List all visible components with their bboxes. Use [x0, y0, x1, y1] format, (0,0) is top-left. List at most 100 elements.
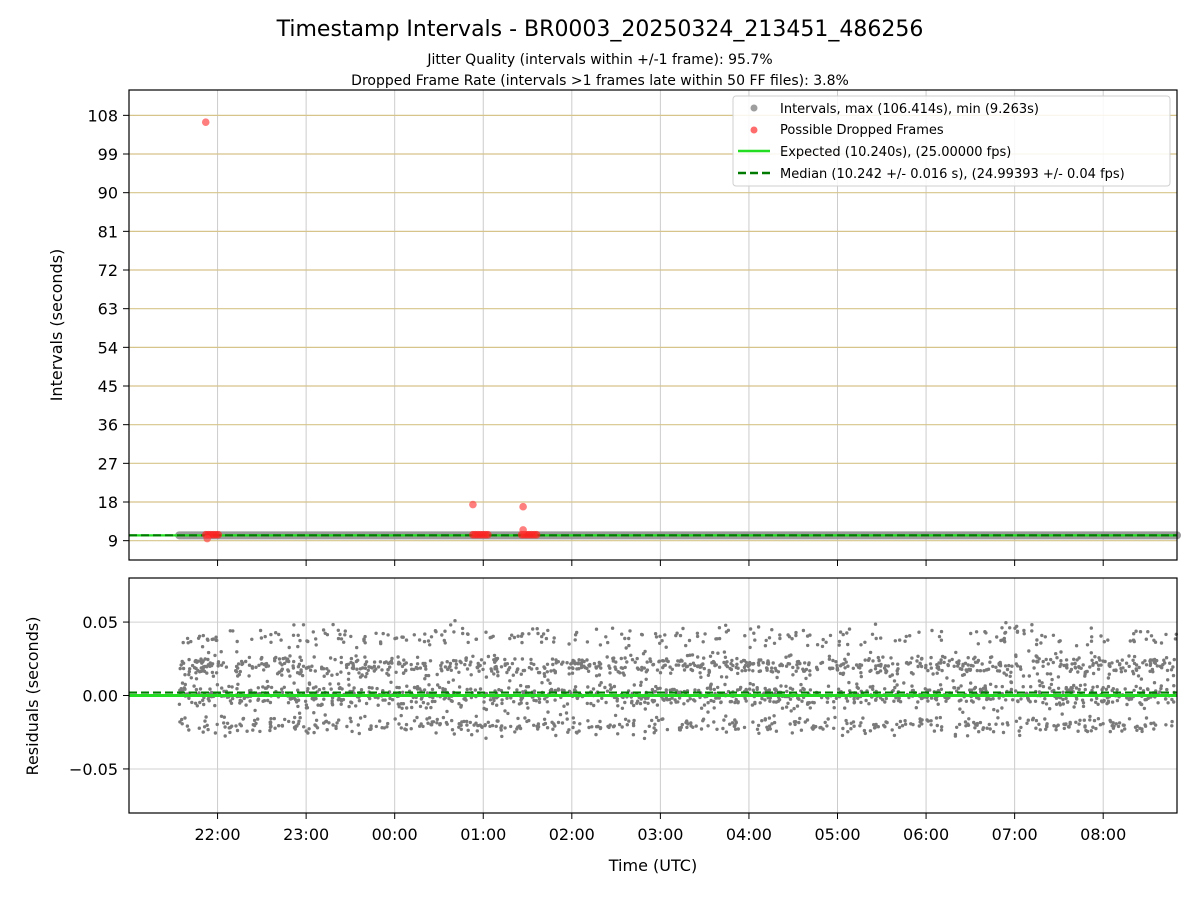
residual-point — [724, 675, 729, 679]
residual-point — [619, 656, 623, 661]
residual-point — [247, 655, 252, 660]
residual-point — [460, 720, 464, 724]
residual-point — [1055, 656, 1059, 660]
residual-point — [854, 663, 859, 667]
residual-point — [667, 697, 672, 702]
residual-point — [1134, 629, 1138, 633]
residual-point — [843, 657, 847, 661]
residual-point — [1044, 657, 1048, 662]
residual-point — [305, 689, 310, 694]
residual-point — [1041, 664, 1045, 668]
residual-point — [320, 702, 324, 707]
residual-point — [1134, 668, 1139, 672]
residual-point — [902, 681, 906, 685]
residual-point — [770, 670, 775, 674]
residual-point — [296, 688, 300, 692]
residual-point — [1162, 658, 1166, 662]
residual-point — [423, 677, 427, 681]
residual-point — [684, 643, 688, 648]
residual-point — [1170, 724, 1174, 728]
residual-point — [178, 688, 182, 692]
residual-point — [535, 666, 539, 671]
residual-point — [721, 726, 725, 731]
residual-point — [194, 687, 199, 692]
residual-point — [410, 705, 414, 710]
residual-point — [542, 665, 546, 669]
residual-point — [298, 655, 302, 659]
residual-point — [426, 673, 431, 678]
residual-point — [401, 702, 406, 706]
residual-point — [349, 719, 353, 724]
residual-point — [427, 683, 431, 687]
residual-point — [291, 720, 296, 724]
residual-point — [1138, 686, 1143, 690]
residual-point — [709, 698, 713, 703]
residual-point — [919, 664, 924, 669]
residual-point — [325, 671, 329, 676]
residual-point — [333, 657, 337, 662]
residual-point — [307, 665, 311, 669]
residual-point — [1030, 623, 1034, 627]
residual-point — [800, 699, 804, 703]
residual-point — [378, 660, 383, 664]
residual-point — [372, 664, 376, 668]
residual-point — [519, 683, 523, 688]
residual-point — [339, 702, 343, 706]
residual-point — [531, 627, 535, 631]
residual-point — [717, 636, 722, 641]
residual-point — [715, 727, 719, 731]
residual-point — [751, 720, 755, 724]
residual-point — [686, 699, 690, 703]
residual-point — [287, 645, 291, 650]
residual-point — [348, 716, 352, 720]
residual-point — [791, 673, 795, 677]
residual-point — [475, 729, 479, 733]
residual-point — [374, 667, 378, 671]
residual-point — [679, 658, 683, 662]
residual-point — [564, 711, 569, 715]
residual-point — [189, 676, 193, 680]
residual-point — [253, 708, 257, 713]
residual-point — [359, 688, 364, 692]
residual-point — [858, 666, 862, 670]
residual-point — [882, 723, 886, 727]
residual-point — [604, 700, 608, 705]
residual-point — [994, 722, 998, 726]
residual-point — [838, 671, 843, 676]
residual-point — [573, 685, 578, 689]
residual-point — [312, 730, 316, 735]
residual-point — [840, 733, 845, 738]
residual-point — [811, 724, 816, 728]
residual-point — [832, 700, 836, 704]
residual-point — [433, 699, 437, 704]
residual-point — [312, 655, 316, 659]
residual-point — [635, 666, 640, 670]
residual-point — [554, 658, 558, 662]
residual-point — [546, 628, 550, 633]
residual-point — [717, 665, 722, 669]
residual-point — [699, 727, 704, 731]
residual-point — [1015, 629, 1020, 633]
dropped-frame-point — [203, 534, 212, 543]
residual-point — [1059, 650, 1063, 654]
residual-point — [234, 669, 238, 673]
residual-point — [436, 683, 440, 687]
residual-point — [919, 696, 924, 701]
residual-point — [1000, 626, 1004, 630]
residual-point — [374, 724, 378, 729]
residual-point — [940, 668, 944, 673]
residual-point — [338, 686, 342, 690]
residual-point — [257, 663, 261, 667]
residual-point — [287, 719, 291, 724]
residual-point — [598, 726, 603, 730]
intervals-y-tick-label: 18 — [98, 493, 118, 512]
residual-point — [688, 662, 692, 667]
residual-point — [1051, 660, 1056, 665]
intervals-plot-frame — [128, 89, 1178, 561]
residual-point — [1111, 721, 1115, 725]
residual-point — [314, 724, 318, 728]
residual-point — [461, 631, 465, 636]
residual-point — [928, 662, 933, 666]
residual-point — [187, 672, 191, 677]
residual-point — [435, 717, 439, 722]
